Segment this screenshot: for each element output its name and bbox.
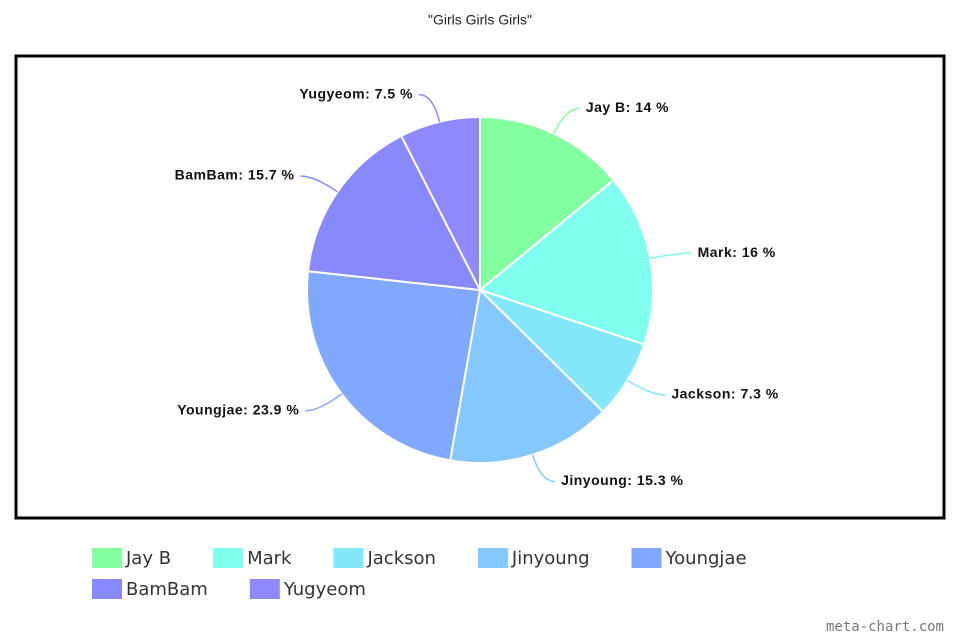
pie-slice — [449, 287, 605, 464]
pie-slice — [479, 115, 615, 293]
data-label: Jackson: 7.3 % — [671, 386, 778, 402]
legend-item: Jinyoung — [477, 548, 590, 569]
legend-item: Jay B — [92, 548, 171, 569]
data-label: Mark: 16 % — [698, 244, 776, 260]
legend-swatch — [333, 548, 364, 568]
legend-label: Jackson — [366, 548, 435, 569]
legend-label: Jinyoung — [511, 548, 590, 569]
data-label: Jinyoung: 15.3 % — [561, 472, 683, 488]
legend-item: Jackson — [333, 548, 436, 569]
legend-label: Jay B — [125, 548, 171, 569]
chart-title: "Girls Girls Girls" — [428, 12, 532, 28]
legend-item: Mark — [213, 548, 292, 569]
leader-line — [305, 393, 343, 412]
legend-item: BamBam — [92, 579, 208, 600]
legend-label: BamBam — [126, 579, 208, 600]
legend-swatch — [92, 548, 122, 568]
legend-swatch — [477, 548, 508, 568]
leader-line — [649, 252, 692, 260]
legend-swatch — [92, 579, 122, 599]
leader-line — [553, 107, 580, 134]
data-label: Yugyeom: 7.5 % — [299, 85, 413, 101]
leader-line — [418, 93, 441, 122]
watermark: meta-chart.com — [826, 619, 944, 635]
legend-label: Mark — [247, 548, 292, 569]
pie-slice — [306, 270, 482, 462]
leader-line — [627, 379, 666, 396]
leader-line — [300, 175, 338, 193]
plot-frame — [14, 54, 946, 520]
legend-label: Youngjae — [665, 548, 747, 569]
data-label: BamBam: 15.7 % — [175, 167, 295, 183]
legend-item: Youngjae — [631, 548, 747, 569]
legend-swatch — [213, 548, 244, 568]
data-label: Youngjae: 23.9 % — [177, 401, 299, 417]
data-label: Jay B: 14 % — [586, 99, 669, 115]
legend-label: Yugyeom — [283, 579, 366, 600]
leader-line — [531, 454, 556, 483]
legend-item: Yugyeom — [249, 579, 366, 600]
legend-swatch — [249, 579, 280, 599]
legend-swatch — [631, 548, 662, 568]
